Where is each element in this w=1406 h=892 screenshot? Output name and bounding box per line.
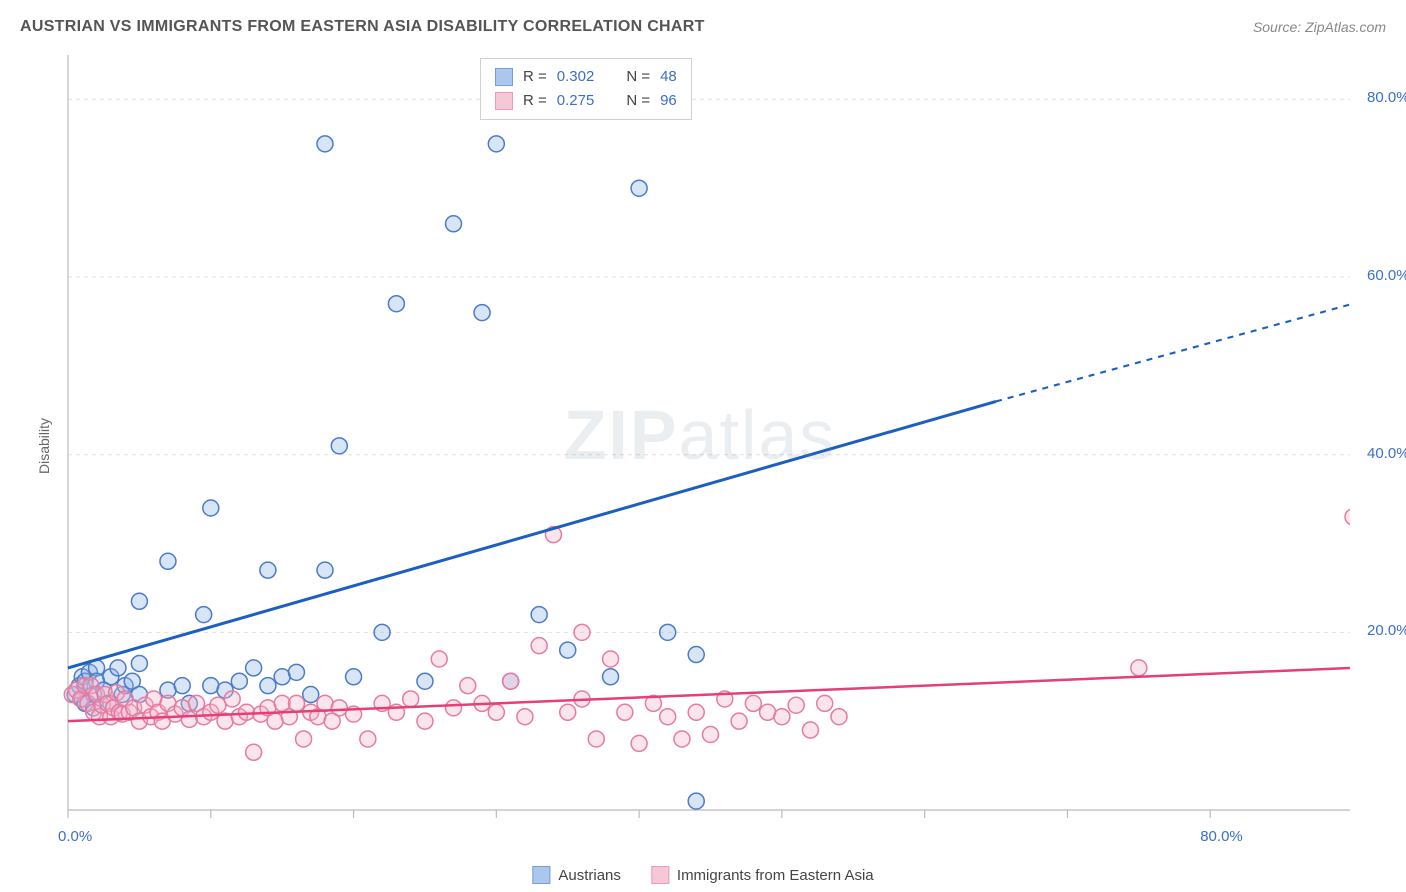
legend-series-label: Austrians <box>558 867 621 884</box>
legend-swatch <box>495 68 513 86</box>
legend-n-value: 48 <box>660 65 677 89</box>
x-tick-label: 80.0% <box>1200 828 1243 845</box>
legend-correlation: R = 0.302 N = 48 R = 0.275 N = 96 <box>480 58 692 120</box>
legend-series-item: Immigrants from Eastern Asia <box>651 866 874 884</box>
header: AUSTRIAN VS IMMIGRANTS FROM EASTERN ASIA… <box>20 18 1386 36</box>
source-label: Source: ZipAtlas.com <box>1253 19 1386 35</box>
y-tick-label: 40.0% <box>1367 445 1406 462</box>
legend-r-value: 0.275 <box>557 89 595 113</box>
legend-series: Austrians Immigrants from Eastern Asia <box>532 866 873 884</box>
scatter-chart <box>50 55 1350 830</box>
y-tick-label: 80.0% <box>1367 89 1406 106</box>
y-tick-label: 60.0% <box>1367 267 1406 284</box>
legend-swatch <box>532 866 550 884</box>
legend-r-label: R = <box>523 89 547 113</box>
legend-r-value: 0.302 <box>557 65 595 89</box>
legend-r-label: R = <box>523 65 547 89</box>
legend-n-label: N = <box>626 89 650 113</box>
legend-series-label: Immigrants from Eastern Asia <box>677 867 874 884</box>
legend-n-label: N = <box>626 65 650 89</box>
chart-area: ZIPatlas 20.0%40.0%60.0%80.0%0.0%80.0% <box>50 55 1350 830</box>
chart-title: AUSTRIAN VS IMMIGRANTS FROM EASTERN ASIA… <box>20 18 705 36</box>
y-tick-label: 20.0% <box>1367 622 1406 639</box>
legend-row: R = 0.302 N = 48 <box>495 65 677 89</box>
x-tick-label: 0.0% <box>58 828 92 845</box>
legend-n-value: 96 <box>660 89 677 113</box>
legend-swatch <box>495 92 513 110</box>
legend-row: R = 0.275 N = 96 <box>495 89 677 113</box>
legend-swatch <box>651 866 669 884</box>
legend-series-item: Austrians <box>532 866 621 884</box>
